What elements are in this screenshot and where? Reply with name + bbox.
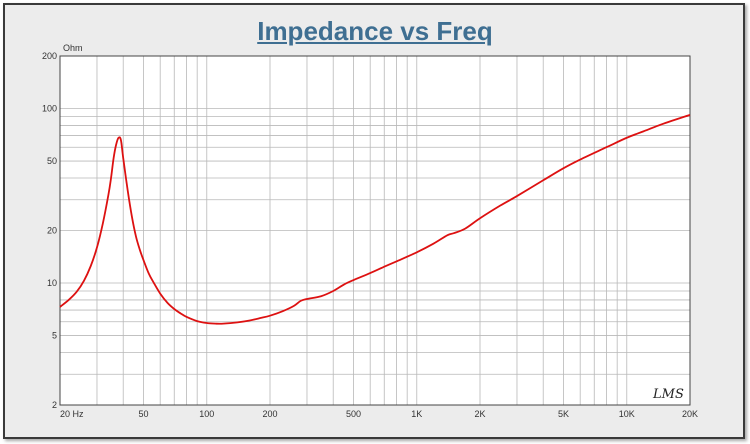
y-tick-label: 5 [52, 331, 57, 341]
chart-title: Impedance vs Freq [257, 16, 493, 46]
y-tick-label: 20 [47, 226, 57, 236]
plot-border [59, 55, 691, 406]
y-axis-unit-label: Ohm [63, 43, 83, 53]
x-tick-label: 200 [262, 409, 277, 419]
x-tick-label: 500 [346, 409, 361, 419]
impedance-curve [59, 113, 691, 325]
tick-labels: 20 Hz 50 100 200 500 1K 2K 5K 10K 20K 200 100 50 20 10… [42, 51, 698, 419]
y-tick-label: 100 [42, 104, 57, 114]
x-tick-label: 50 [139, 409, 149, 419]
y-tick-label: 2 [52, 400, 57, 410]
x-tick-label: 2K [474, 409, 485, 419]
y-tick-label: 50 [47, 156, 57, 166]
x-tick-label: 20 Hz [60, 409, 84, 419]
x-tick-label: 1K [411, 409, 422, 419]
x-tick-label: 5K [558, 409, 569, 419]
y-tick-label: 200 [42, 51, 57, 61]
series-layer [59, 113, 691, 325]
lms-watermark: LMS [652, 387, 684, 402]
x-tick-label: 10K [619, 409, 635, 419]
x-tick-label: 20K [682, 409, 698, 419]
y-tick-label: 10 [47, 278, 57, 288]
x-tick-label: 100 [199, 409, 214, 419]
grid-lines [60, 56, 690, 405]
